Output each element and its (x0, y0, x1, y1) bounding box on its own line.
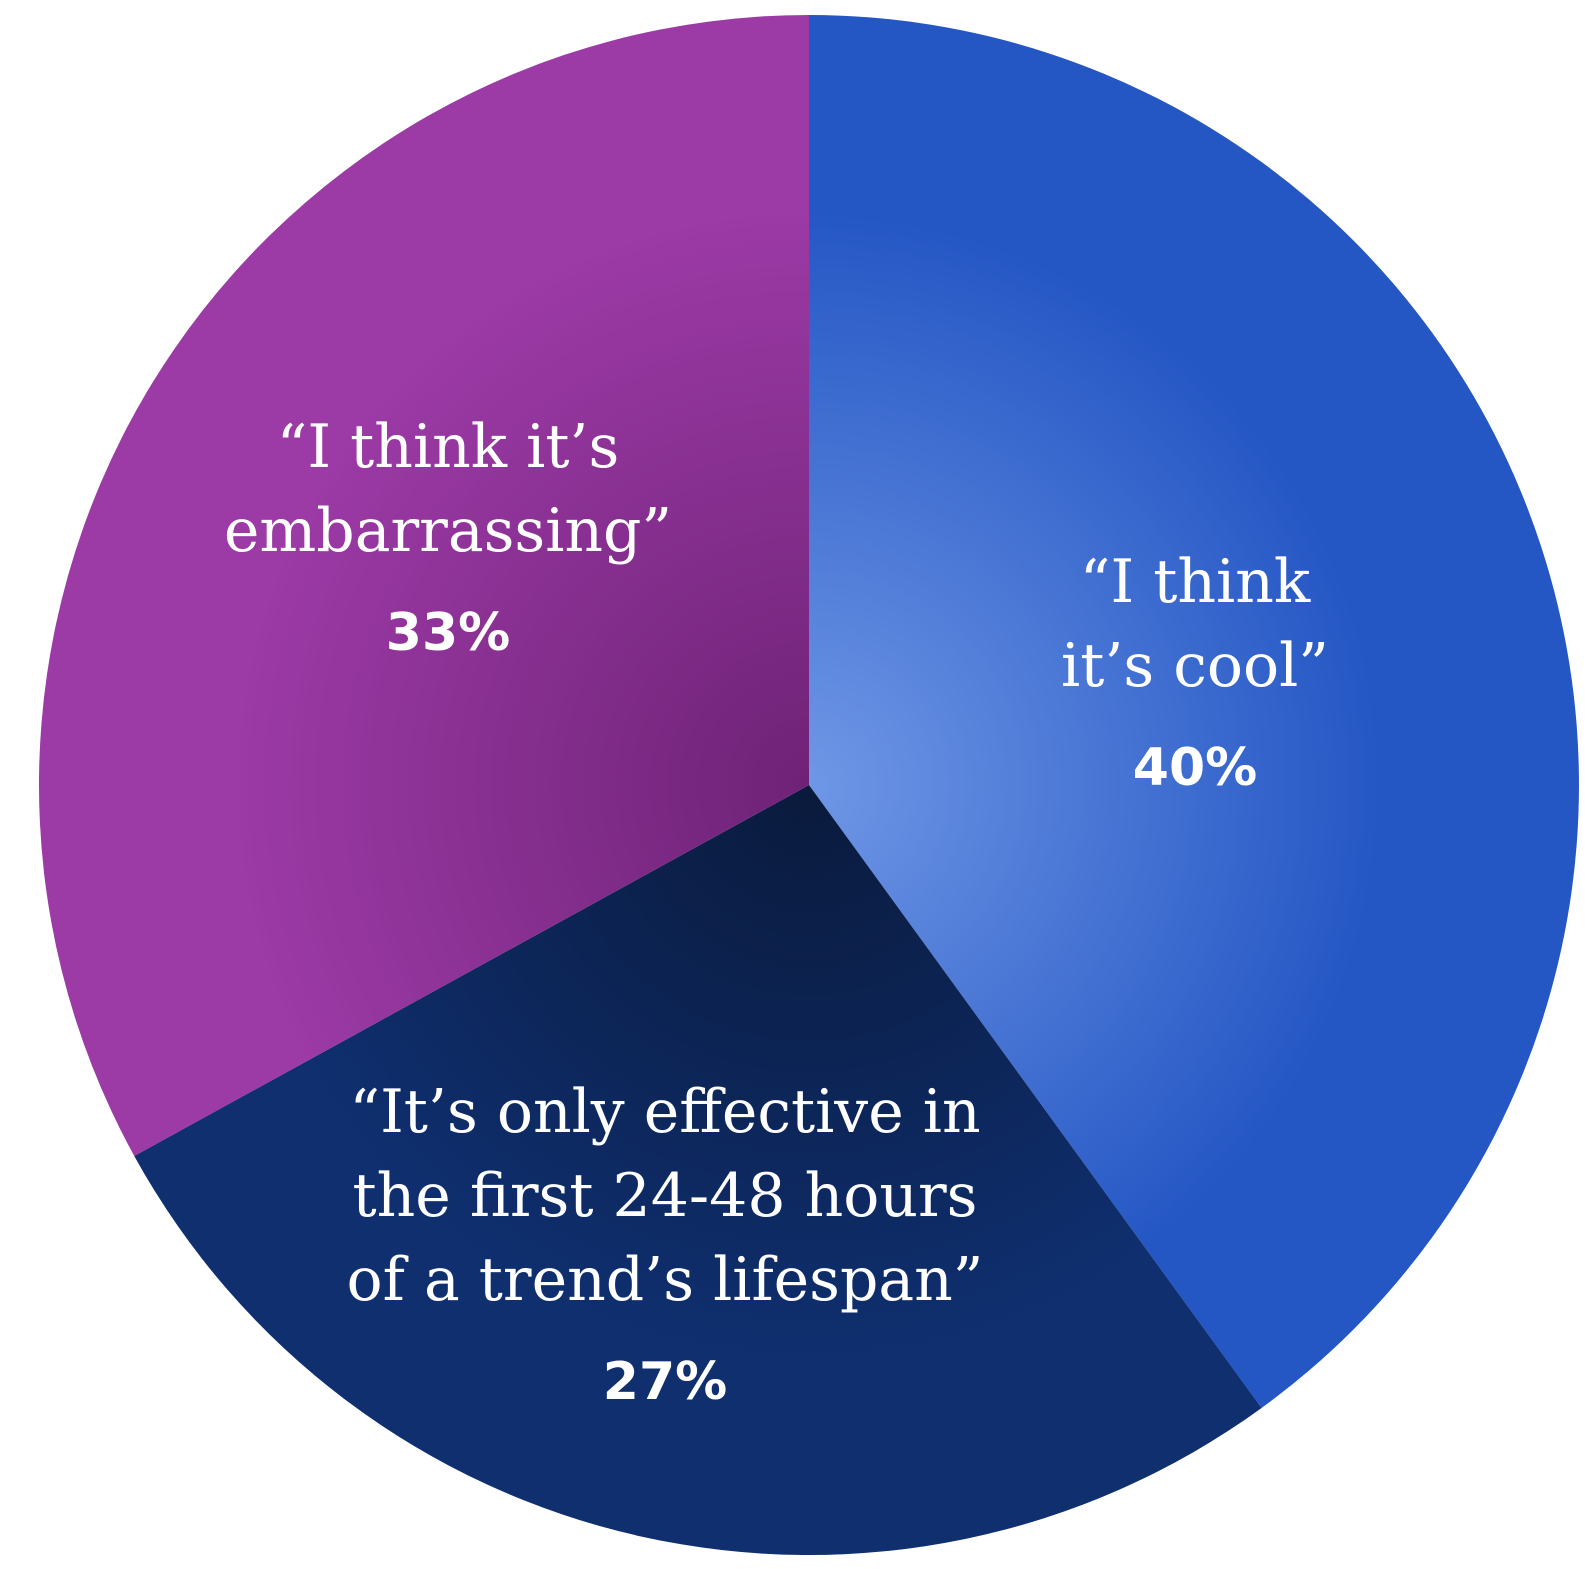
slice-quote-effective: “It’s only effective in the first 24-48 … (347, 1070, 984, 1322)
quote-line: “I think (1079, 547, 1311, 617)
slice-cool (809, 15, 1579, 1408)
slice-label-embarrassing: “I think it’s embarrassing” 33% (224, 405, 672, 663)
quote-line: embarrassing” (223, 496, 673, 566)
slice-percent-effective: 27% (602, 1352, 728, 1412)
slice-embarrassing (38, 15, 809, 1156)
slice-label-effective: “It’s only effective in the first 24-48 … (347, 1070, 984, 1412)
slice-percent-cool: 40% (1132, 738, 1258, 798)
slice-quote-cool: “I think it’s cool” (1061, 540, 1329, 708)
slice-quote-embarrassing: “I think it’s embarrassing” (224, 405, 672, 573)
quote-line: “I think it’s (276, 412, 620, 482)
slice-percent-embarrassing: 33% (385, 603, 511, 663)
quote-line: the first 24-48 hours (352, 1161, 978, 1231)
quote-line: of a trend’s lifespan” (346, 1245, 984, 1315)
quote-line: “It’s only effective in (349, 1077, 981, 1147)
slice-label-cool: “I think it’s cool” 40% (1061, 540, 1329, 798)
slice-effective (134, 785, 1262, 1555)
quote-line: it’s cool” (1061, 631, 1329, 701)
